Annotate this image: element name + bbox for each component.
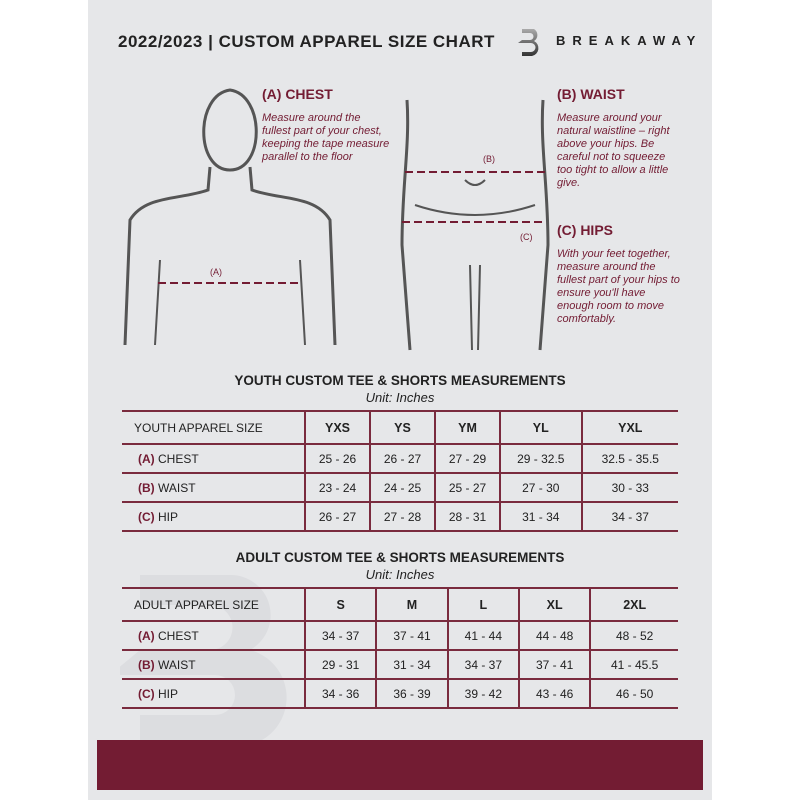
table-row: (A) CHEST 25 - 26 26 - 27 27 - 29 29 - 32.5 3… [122, 444, 678, 474]
table-cell: 26 - 27 [369, 444, 435, 474]
row-label: (B) WAIST [122, 473, 305, 503]
table-cell: 43 - 46 [517, 679, 591, 709]
table-row: (A) CHEST 34 - 37 37 - 41 41 - 44 44 - 48 48 … [122, 621, 678, 651]
table-cell: 39 - 42 [446, 679, 519, 709]
header-cell: ADULT APPAREL SIZE [122, 587, 305, 622]
header-cell: M [375, 587, 448, 622]
adult-table-title: ADULT CUSTOM TEE & SHORTS MEASUREMENTS [235, 550, 565, 565]
row-letter: (C) [138, 686, 155, 701]
table-header-row: ADULT APPAREL SIZE S M L XL 2XL [122, 587, 678, 622]
head-outline [202, 88, 258, 172]
table-cell: 32.5 - 35.5 [580, 444, 678, 474]
chest-description: Measure around the fullest part of your … [262, 112, 390, 163]
row-letter: (A) [138, 628, 155, 643]
waist-description: Measure around your natural waistline – … [557, 112, 670, 189]
table-cell: 27 - 28 [369, 502, 435, 532]
header-cell: YXL [580, 410, 678, 445]
table-cell: 34 - 37 [580, 502, 678, 532]
table-cell: 31 - 34 [499, 502, 582, 532]
row-label: (C) HIP [122, 502, 305, 532]
header-cell: 2XL [589, 587, 678, 622]
table-row: (C) HIP 26 - 27 27 - 28 28 - 31 31 - 34 34 - … [122, 502, 678, 532]
table-cell: 46 - 50 [589, 679, 678, 709]
hips-heading: (C) HIPS [557, 222, 613, 238]
table-row: (C) HIP 34 - 36 36 - 39 39 - 42 43 - 46 46 - … [122, 679, 678, 709]
row-label: (A) CHEST [122, 621, 305, 651]
row-name: WAIST [158, 657, 196, 672]
table-cell: 25 - 26 [304, 444, 370, 474]
table-cell: 23 - 24 [304, 473, 370, 503]
brand-name: BREAKAWAY [556, 33, 703, 48]
table-cell: 37 - 41 [375, 621, 448, 651]
table-cell: 36 - 39 [375, 679, 448, 709]
marker-b: (B) [483, 154, 495, 164]
adult-table-unit: Unit: Inches [365, 567, 435, 582]
header-cell: S [303, 587, 377, 622]
row-letter: (A) [138, 451, 155, 466]
table-cell: 41 - 44 [446, 621, 519, 651]
table-cell: 37 - 41 [517, 650, 591, 680]
row-name: HIP [158, 509, 179, 524]
row-letter: (B) [138, 657, 155, 672]
table-cell: 31 - 34 [375, 650, 448, 680]
footer-band [97, 740, 703, 790]
table-cell: 41 - 45.5 [589, 650, 678, 680]
youth-table-title: YOUTH CUSTOM TEE & SHORTS MEASUREMENTS [234, 373, 566, 388]
header-cell: YL [499, 410, 582, 445]
adult-size-table: ADULT APPAREL SIZE S M L XL 2XL (A) CHEST 34 - … [122, 587, 678, 709]
header-cell: XL [517, 587, 591, 622]
row-label: (C) HIP [122, 679, 305, 709]
table-row: (B) WAIST 23 - 24 24 - 25 25 - 27 27 - 30 30 … [122, 473, 678, 503]
header-cell: YOUTH APPAREL SIZE [122, 410, 305, 445]
table-header-row: YOUTH APPAREL SIZE YXS YS YM YL YXL [122, 410, 678, 445]
marker-c: (C) [520, 232, 533, 242]
table-cell: 26 - 27 [304, 502, 370, 532]
row-label: (A) CHEST [122, 444, 305, 474]
page-title: 2022/2023 | CUSTOM APPAREL SIZE CHART [118, 32, 495, 51]
chest-heading: (A) CHEST [262, 86, 333, 102]
breakaway-logo-icon [518, 29, 539, 56]
table-cell: 25 - 27 [434, 473, 500, 503]
header-cell: L [446, 587, 519, 622]
table-cell: 29 - 31 [303, 650, 377, 680]
table-cell: 28 - 31 [434, 502, 500, 532]
youth-size-table: YOUTH APPAREL SIZE YXS YS YM YL YXL (A) CHEST 2… [122, 410, 678, 532]
row-label: (B) WAIST [122, 650, 305, 680]
row-letter: (C) [138, 509, 155, 524]
table-cell: 27 - 29 [434, 444, 500, 474]
table-cell: 24 - 25 [369, 473, 435, 503]
header-cell: YM [434, 410, 500, 445]
table-cell: 44 - 48 [517, 621, 591, 651]
hips-description: With your feet together, measure around … [557, 248, 680, 325]
row-name: WAIST [158, 480, 196, 495]
table-cell: 27 - 30 [499, 473, 582, 503]
row-letter: (B) [138, 480, 155, 495]
body-illustrations [123, 88, 550, 351]
table-row: (B) WAIST 29 - 31 31 - 34 34 - 37 37 - 41 41 … [122, 650, 678, 680]
marker-a: (A) [210, 267, 222, 277]
row-name: CHEST [158, 451, 199, 466]
waist-heading: (B) WAIST [557, 86, 625, 102]
table-cell: 30 - 33 [580, 473, 678, 503]
row-name: HIP [158, 686, 179, 701]
table-cell: 34 - 37 [446, 650, 519, 680]
youth-table-unit: Unit: Inches [365, 390, 435, 405]
row-name: CHEST [158, 628, 199, 643]
table-cell: 34 - 37 [303, 621, 377, 651]
table-cell: 34 - 36 [303, 679, 377, 709]
table-cell: 29 - 32.5 [499, 444, 582, 474]
header-cell: YS [369, 410, 435, 445]
table-cell: 48 - 52 [589, 621, 678, 651]
header-cell: YXS [304, 410, 370, 445]
